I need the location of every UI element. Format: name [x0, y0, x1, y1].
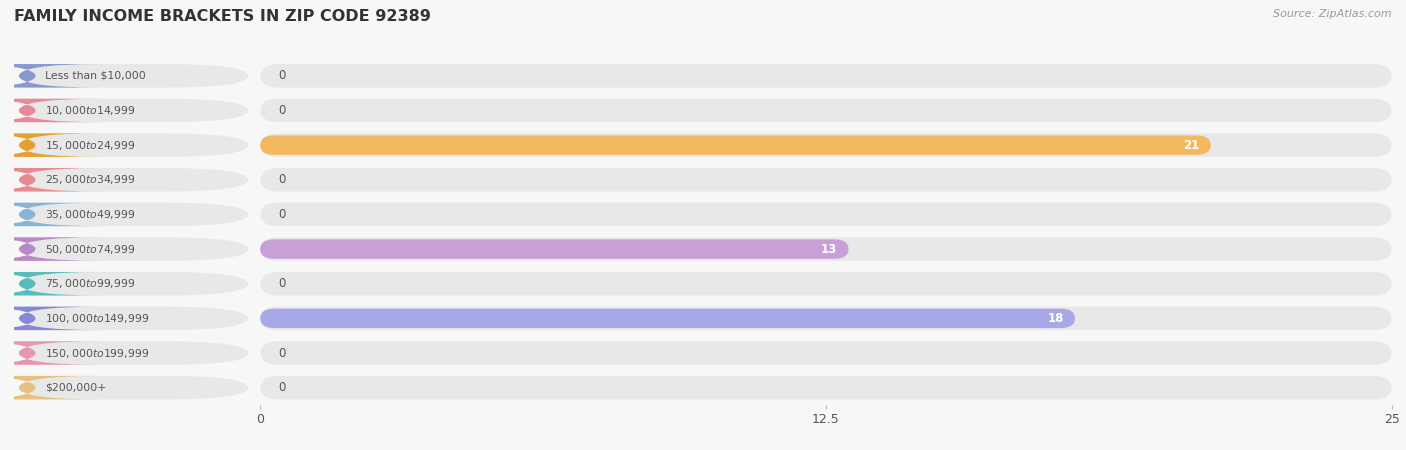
Text: $150,000 to $199,999: $150,000 to $199,999	[45, 346, 149, 360]
Text: 0: 0	[278, 381, 285, 394]
FancyBboxPatch shape	[260, 99, 1392, 122]
Text: 0: 0	[278, 277, 285, 290]
FancyBboxPatch shape	[260, 376, 1392, 400]
FancyBboxPatch shape	[0, 341, 103, 365]
FancyBboxPatch shape	[0, 376, 103, 400]
Text: 0: 0	[278, 104, 285, 117]
FancyBboxPatch shape	[0, 202, 103, 226]
FancyBboxPatch shape	[260, 168, 1392, 192]
Text: 0: 0	[278, 69, 285, 82]
Text: $100,000 to $149,999: $100,000 to $149,999	[45, 312, 149, 325]
Text: 13: 13	[821, 243, 838, 256]
Text: Less than $10,000: Less than $10,000	[45, 71, 146, 81]
FancyBboxPatch shape	[18, 64, 249, 88]
Text: FAMILY INCOME BRACKETS IN ZIP CODE 92389: FAMILY INCOME BRACKETS IN ZIP CODE 92389	[14, 9, 430, 24]
Text: $50,000 to $74,999: $50,000 to $74,999	[45, 243, 135, 256]
Text: 0: 0	[278, 346, 285, 360]
Text: $15,000 to $24,999: $15,000 to $24,999	[45, 139, 135, 152]
FancyBboxPatch shape	[0, 99, 103, 122]
FancyBboxPatch shape	[260, 239, 849, 259]
Text: $200,000+: $200,000+	[45, 382, 107, 393]
FancyBboxPatch shape	[260, 135, 1211, 155]
FancyBboxPatch shape	[18, 133, 249, 157]
FancyBboxPatch shape	[260, 341, 1392, 365]
FancyBboxPatch shape	[18, 306, 249, 330]
FancyBboxPatch shape	[18, 202, 249, 226]
FancyBboxPatch shape	[0, 272, 103, 296]
Text: 18: 18	[1047, 312, 1064, 325]
FancyBboxPatch shape	[0, 306, 103, 330]
FancyBboxPatch shape	[18, 237, 249, 261]
Text: $25,000 to $34,999: $25,000 to $34,999	[45, 173, 135, 186]
FancyBboxPatch shape	[18, 272, 249, 296]
FancyBboxPatch shape	[18, 99, 249, 122]
FancyBboxPatch shape	[260, 272, 1392, 296]
FancyBboxPatch shape	[0, 64, 103, 88]
FancyBboxPatch shape	[0, 237, 103, 261]
FancyBboxPatch shape	[0, 133, 103, 157]
Text: 21: 21	[1184, 139, 1199, 152]
FancyBboxPatch shape	[260, 309, 1076, 328]
FancyBboxPatch shape	[260, 237, 1392, 261]
Text: 0: 0	[278, 208, 285, 221]
Text: 0: 0	[278, 173, 285, 186]
FancyBboxPatch shape	[260, 64, 1392, 88]
Text: $10,000 to $14,999: $10,000 to $14,999	[45, 104, 135, 117]
FancyBboxPatch shape	[18, 341, 249, 365]
Text: $75,000 to $99,999: $75,000 to $99,999	[45, 277, 135, 290]
Text: Source: ZipAtlas.com: Source: ZipAtlas.com	[1274, 9, 1392, 19]
FancyBboxPatch shape	[0, 168, 103, 192]
FancyBboxPatch shape	[260, 133, 1392, 157]
Text: $35,000 to $49,999: $35,000 to $49,999	[45, 208, 135, 221]
FancyBboxPatch shape	[260, 202, 1392, 226]
FancyBboxPatch shape	[260, 306, 1392, 330]
FancyBboxPatch shape	[18, 168, 249, 192]
FancyBboxPatch shape	[18, 376, 249, 400]
